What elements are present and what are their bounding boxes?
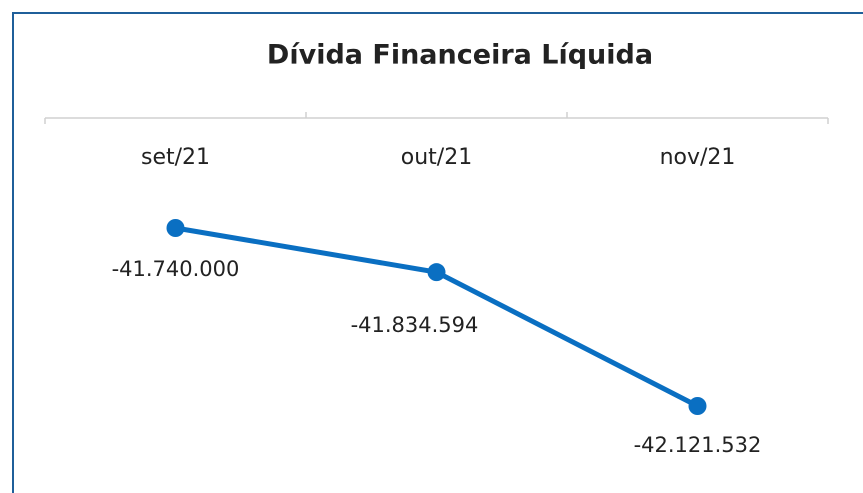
data-point [427,263,446,282]
chart-title: Dívida Financeira Líquida [267,40,653,71]
x-tick-label: nov/21 [660,145,736,170]
data-label: -41.834.594 [351,313,479,337]
x-tick-label: out/21 [401,145,472,170]
data-label: -42.121.532 [634,433,762,457]
frame [12,12,863,493]
x-tick-label: set/21 [141,145,210,170]
data-label: -41.740.000 [112,257,240,281]
data-point [166,219,185,237]
data-point [688,397,707,415]
